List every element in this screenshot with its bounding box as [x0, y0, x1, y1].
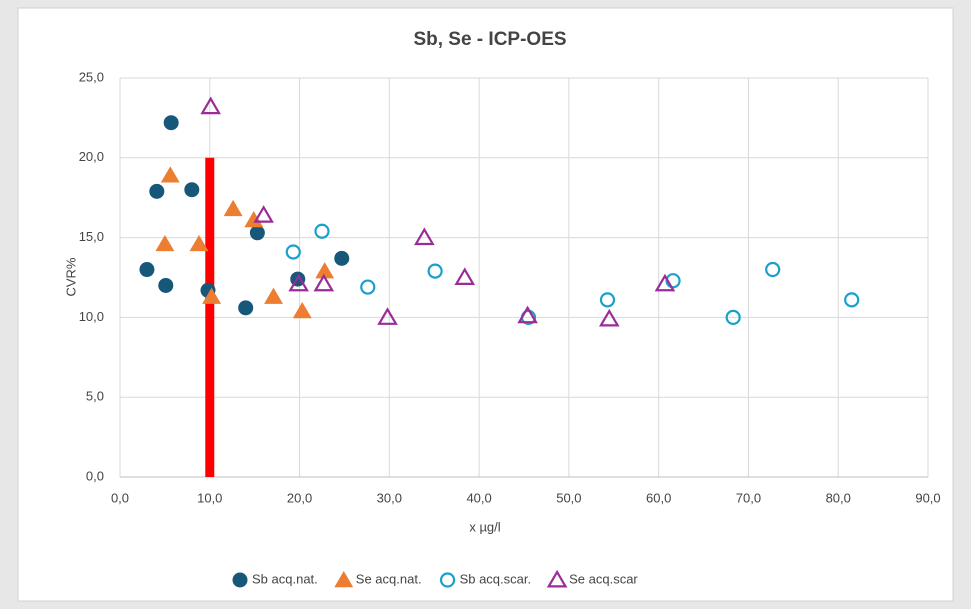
point — [139, 262, 155, 278]
x-tick-label: 10,0 — [197, 490, 222, 505]
point — [454, 267, 476, 285]
y-tick-label: 5,0 — [86, 389, 104, 404]
point — [163, 115, 179, 131]
chart-title: Sb, Se - ICP-OES — [413, 29, 566, 50]
point — [292, 302, 312, 319]
point — [158, 277, 174, 293]
legend-marker — [334, 571, 354, 588]
point — [288, 273, 309, 292]
point — [244, 211, 264, 228]
y-tick-label: 15,0 — [79, 229, 104, 244]
legend-marker — [546, 569, 568, 588]
point — [517, 305, 538, 324]
point — [184, 182, 200, 198]
legend-label: Sb acq.nat. — [252, 571, 318, 586]
x-tick-label: 40,0 — [466, 490, 491, 505]
point — [202, 287, 222, 304]
y-axis-label: CVR% — [63, 257, 78, 296]
point — [149, 183, 165, 199]
legend-label: Se acq.scar — [569, 571, 638, 586]
legend-marker — [439, 572, 456, 588]
x-tick-label: 80,0 — [826, 490, 851, 505]
point — [765, 261, 781, 278]
y-tick-label: 20,0 — [79, 149, 104, 164]
y-tick-label: 25,0 — [79, 69, 104, 84]
point — [253, 205, 274, 223]
y-tick-label: 0,0 — [86, 468, 104, 483]
y-tick-label: 10,0 — [79, 309, 104, 324]
x-tick-label: 70,0 — [736, 490, 761, 505]
point — [334, 250, 350, 266]
point — [360, 279, 376, 295]
point — [313, 273, 335, 292]
x-tick-label: 0,0 — [111, 490, 129, 505]
point — [238, 300, 254, 316]
point — [249, 225, 265, 241]
point — [264, 287, 283, 304]
point — [377, 307, 398, 325]
x-tick-label: 20,0 — [287, 490, 312, 505]
point — [189, 234, 209, 252]
point — [314, 223, 330, 239]
point — [223, 199, 243, 217]
x-tick-label: 30,0 — [377, 490, 402, 505]
point — [315, 262, 335, 279]
point — [654, 273, 676, 292]
point — [844, 292, 860, 308]
point — [200, 96, 221, 115]
x-tick-label: 50,0 — [556, 490, 581, 505]
point — [725, 309, 741, 325]
point — [427, 263, 443, 279]
point — [599, 292, 616, 308]
legend-marker — [232, 572, 248, 588]
chart-card — [17, 7, 954, 602]
point — [160, 166, 180, 183]
point — [155, 234, 175, 252]
x-axis-label: x µg/l — [469, 519, 500, 534]
point — [414, 227, 435, 246]
point — [598, 308, 620, 327]
legend-label: Se acq.nat. — [356, 571, 422, 586]
x-tick-label: 90,0 — [915, 490, 940, 505]
point — [285, 244, 301, 260]
legend-label: Sb acq.scar. — [460, 571, 532, 586]
x-tick-label: 60,0 — [646, 490, 671, 505]
